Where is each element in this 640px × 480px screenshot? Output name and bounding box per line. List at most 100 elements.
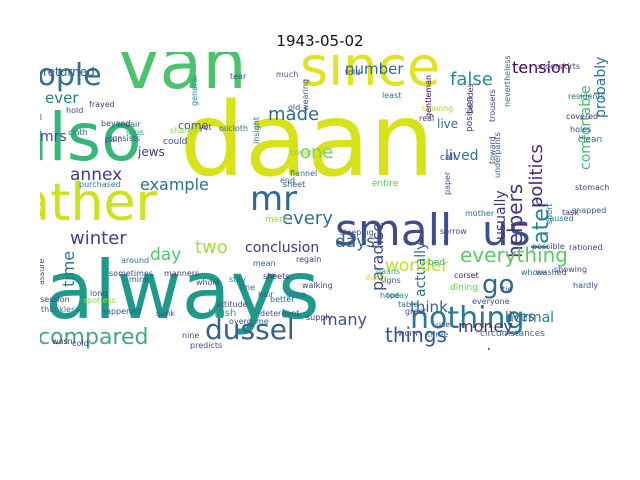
word-actually: actually: [413, 242, 429, 297]
word-fine: fine: [240, 283, 255, 292]
word-sheet: sheet: [283, 180, 305, 189]
word-many: many: [322, 310, 367, 329]
word-gentleman: gentleman: [424, 75, 433, 118]
word-everyone: everyone: [472, 297, 510, 306]
word-conclusion: conclusion: [245, 240, 319, 256]
word-wearing: wearing: [301, 79, 310, 111]
word-stay: stay: [229, 275, 246, 284]
word-regain: regain: [296, 255, 321, 264]
word-end: end: [280, 176, 295, 185]
word-beyond: beyond: [101, 119, 131, 128]
word-repair: repair: [117, 120, 141, 129]
word-time: time: [59, 251, 78, 287]
word-possible: possible: [532, 242, 565, 251]
word-normal: normal: [505, 310, 554, 326]
word-politics: politics: [526, 144, 547, 208]
word-us: us: [482, 206, 531, 255]
word-comfortable: comfortable: [578, 85, 594, 170]
word-call: call: [440, 153, 455, 163]
word-also: also: [40, 99, 142, 176]
word-dusty: dusty: [365, 273, 387, 282]
word-general: general: [190, 76, 199, 106]
word-probably: probably: [593, 57, 609, 118]
word-daans: daans: [376, 267, 400, 276]
word-sleeping: sleeping: [340, 228, 374, 237]
word-paper: paper: [443, 171, 452, 195]
word-dining: dining: [450, 283, 478, 293]
word-holes: holes: [570, 125, 591, 134]
word-least: least: [382, 91, 401, 100]
word-short: short: [545, 203, 554, 224]
word-since: since: [300, 52, 440, 98]
word-compared: compared: [40, 325, 149, 350]
word-circumstances: circumstances: [480, 329, 545, 339]
word-nine: nine: [182, 331, 199, 340]
word-false: false: [450, 69, 493, 90]
word-thankless: thankless: [41, 305, 79, 314]
word-sorrow: sorrow: [440, 227, 467, 236]
word-detergent: detergent: [260, 309, 299, 318]
word-snapped: snapped: [572, 206, 606, 215]
word-gone: gone: [286, 290, 306, 299]
word-predicts: predicts: [190, 341, 222, 350]
word-father: father: [40, 173, 158, 233]
word-helpers: helpers: [503, 184, 527, 258]
word-besides: besides: [466, 83, 475, 114]
word-today: today: [386, 291, 409, 300]
word-example: example: [140, 175, 209, 194]
word-mere: mere: [265, 215, 289, 225]
word-cold: cold: [72, 339, 89, 348]
word-consists: consists: [108, 134, 140, 143]
word-around: around: [121, 256, 149, 265]
word-happened: happened: [101, 307, 141, 316]
word-slips: slips: [126, 128, 144, 137]
word-tear: tear: [230, 72, 247, 81]
word-spotless: spotless: [83, 296, 116, 305]
word-number: number: [345, 60, 404, 78]
word-still: still: [40, 113, 42, 122]
word-hair: hair: [258, 290, 274, 299]
word-tie: tie: [502, 285, 512, 294]
word-hardly: hardly: [573, 281, 598, 290]
word-two: two: [195, 237, 228, 258]
word-mrs: mrs: [40, 129, 67, 145]
word-walking: walking: [302, 281, 333, 290]
word-every: every: [282, 208, 333, 229]
word-whose: whose: [521, 268, 547, 277]
word-mine: mine: [129, 275, 149, 284]
word-cloud: daanalwaysvanalsosincefatherpeoplesmallu…: [40, 52, 620, 350]
word-things: things: [385, 323, 447, 347]
word-lived: lived: [445, 148, 479, 164]
word-cover: cover: [290, 148, 313, 157]
word-signs: signs: [380, 276, 401, 285]
word-mean: mean: [253, 259, 276, 268]
word-sheets: sheets: [263, 272, 289, 281]
word-trousers: trousers: [488, 89, 497, 122]
word-manners: manners: [164, 269, 199, 278]
word-flannel: flannel: [290, 169, 317, 178]
word-mother: mother: [465, 209, 495, 218]
word-nevertheless: nevertheless: [503, 55, 512, 107]
word-assure: assure: [40, 259, 46, 285]
word-margot: margot: [435, 344, 493, 350]
word-hold: hold: [66, 106, 83, 115]
word-shaving: shaving: [422, 104, 453, 113]
word-entire: entire: [372, 179, 399, 189]
word-use: use: [436, 320, 450, 329]
word-winter: winter: [70, 228, 127, 249]
word-nothing: nothing: [410, 301, 525, 336]
word-toward: toward: [488, 136, 497, 164]
word-oilcloth: oilcloth: [219, 124, 248, 133]
word-daan: daan: [180, 81, 434, 200]
word-later: later: [529, 198, 554, 250]
word-ever: ever: [45, 89, 79, 107]
word-stomach: stomach: [575, 183, 609, 192]
word-sometimes: sometimes: [109, 269, 153, 278]
word-come: come: [178, 119, 208, 132]
word-possession: possession: [40, 295, 70, 304]
word-three: three: [427, 330, 448, 339]
word-wonder: wonder: [385, 256, 448, 276]
word-dussel: dussel: [205, 313, 295, 346]
word-cloth: cloth: [68, 128, 88, 137]
word-van: van: [118, 52, 247, 105]
